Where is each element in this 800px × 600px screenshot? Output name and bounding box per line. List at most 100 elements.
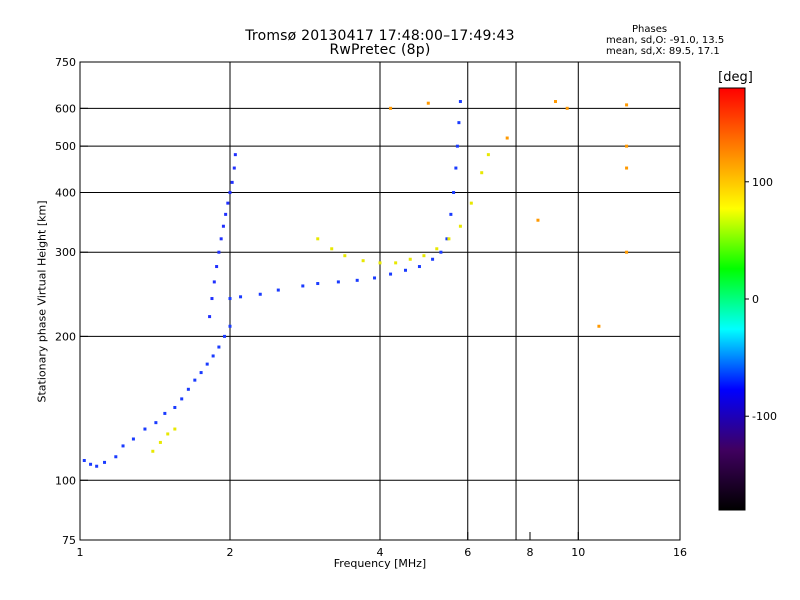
point-s3-10 xyxy=(408,257,412,261)
x-tick-label: 2 xyxy=(227,546,234,559)
point-s4-0 xyxy=(389,106,393,110)
point-s1-7 xyxy=(224,212,228,216)
point-s2-17 xyxy=(454,166,458,170)
point-s3-11 xyxy=(422,254,426,258)
point-s3-3 xyxy=(173,427,177,431)
point-s0-17 xyxy=(217,345,221,349)
colorbar-tick-label: -100 xyxy=(752,410,777,423)
point-s0-15 xyxy=(205,362,209,366)
point-s3-15 xyxy=(469,201,473,205)
point-s3-2 xyxy=(166,432,170,436)
point-s0-6 xyxy=(131,437,135,441)
point-s4-4 xyxy=(553,100,557,104)
x-tick-label: 8 xyxy=(527,546,534,559)
point-s1-5 xyxy=(219,237,223,241)
point-s1-6 xyxy=(221,224,225,228)
point-s4-8 xyxy=(625,166,629,170)
point-s3-8 xyxy=(378,261,382,265)
phases-heading: Phases xyxy=(632,24,668,35)
point-s0-10 xyxy=(173,405,177,409)
point-s3-4 xyxy=(316,237,320,241)
point-s0-12 xyxy=(186,387,190,391)
point-s2-10 xyxy=(403,268,407,272)
point-s2-5 xyxy=(316,282,320,286)
point-s2-13 xyxy=(439,250,443,254)
point-s3-14 xyxy=(458,224,462,228)
point-s1-11 xyxy=(232,166,236,170)
point-s2-20 xyxy=(458,100,462,104)
y-tick-label: 200 xyxy=(55,330,76,343)
y-tick-label: 500 xyxy=(55,140,76,153)
point-s2-7 xyxy=(355,278,359,282)
point-s0-9 xyxy=(163,411,167,415)
y-tick-label: 750 xyxy=(55,56,76,69)
point-s2-4 xyxy=(301,284,305,288)
point-s4-7 xyxy=(625,250,629,254)
point-s0-2 xyxy=(95,464,99,468)
point-s0-14 xyxy=(199,371,203,375)
point-s4-6 xyxy=(597,324,601,328)
colorbar-tick-label: 100 xyxy=(752,176,773,189)
colorbar-tick-label: 0 xyxy=(752,293,759,306)
point-s2-3 xyxy=(276,288,280,292)
point-s1-9 xyxy=(228,190,232,194)
point-s0-0 xyxy=(82,458,86,462)
colorbar-unit: [deg] xyxy=(718,70,753,85)
x-tick-label: 16 xyxy=(673,546,687,559)
point-s3-17 xyxy=(486,153,490,157)
x-tick-label: 6 xyxy=(464,546,471,559)
point-s1-10 xyxy=(230,180,234,184)
point-s3-12 xyxy=(435,247,439,251)
point-s1-12 xyxy=(233,153,237,157)
point-s3-5 xyxy=(330,247,334,251)
point-s1-8 xyxy=(226,201,230,205)
grid-lines xyxy=(80,62,680,540)
x-axis-ticks: 1 2 4 6 8 10 16 xyxy=(77,532,687,559)
point-s1-0 xyxy=(208,315,212,319)
y-tick-label: 300 xyxy=(55,246,76,259)
scatter-points xyxy=(82,100,629,468)
x-axis-label: Frequency [MHz] xyxy=(333,557,427,570)
point-s2-12 xyxy=(431,257,435,261)
point-s2-11 xyxy=(417,265,421,269)
point-s2-16 xyxy=(452,190,456,194)
point-s3-1 xyxy=(158,440,162,444)
point-s4-10 xyxy=(625,103,629,107)
point-s3-6 xyxy=(343,254,347,258)
point-s2-1 xyxy=(239,295,243,299)
y-axis-ticks: 75 100 200 300 400 500 600 750 xyxy=(55,56,88,547)
point-s2-18 xyxy=(455,144,459,148)
point-s2-15 xyxy=(449,212,453,216)
point-s3-0 xyxy=(151,449,155,453)
y-tick-label: 75 xyxy=(62,534,76,547)
x-tick-label: 1 xyxy=(77,546,84,559)
point-s2-14 xyxy=(445,237,449,241)
point-s1-1 xyxy=(210,297,214,301)
point-s4-1 xyxy=(426,101,430,105)
point-s4-9 xyxy=(625,144,629,148)
point-s4-3 xyxy=(536,218,540,222)
point-s0-19 xyxy=(228,324,232,328)
phases-o-line: mean, sd,O: -91.0, 13.5 xyxy=(606,35,725,46)
point-s0-7 xyxy=(143,427,147,431)
x-tick-label: 4 xyxy=(377,546,384,559)
y-tick-label: 600 xyxy=(55,102,76,115)
point-s3-7 xyxy=(361,259,365,263)
y-tick-label: 400 xyxy=(55,186,76,199)
point-s0-11 xyxy=(180,397,184,401)
point-s1-2 xyxy=(212,280,216,284)
point-s0-5 xyxy=(121,444,125,448)
point-s2-2 xyxy=(258,292,262,296)
point-s0-13 xyxy=(193,378,197,382)
point-s0-3 xyxy=(103,460,107,464)
point-s3-13 xyxy=(447,237,451,241)
point-s3-9 xyxy=(394,261,398,265)
point-s2-19 xyxy=(457,121,461,125)
point-s0-1 xyxy=(89,462,93,466)
point-s4-5 xyxy=(565,106,569,110)
point-s1-3 xyxy=(215,265,219,269)
point-s3-16 xyxy=(480,171,484,175)
colorbar-ticks: 100 0 -100 xyxy=(745,176,777,423)
colorbar xyxy=(718,87,746,511)
